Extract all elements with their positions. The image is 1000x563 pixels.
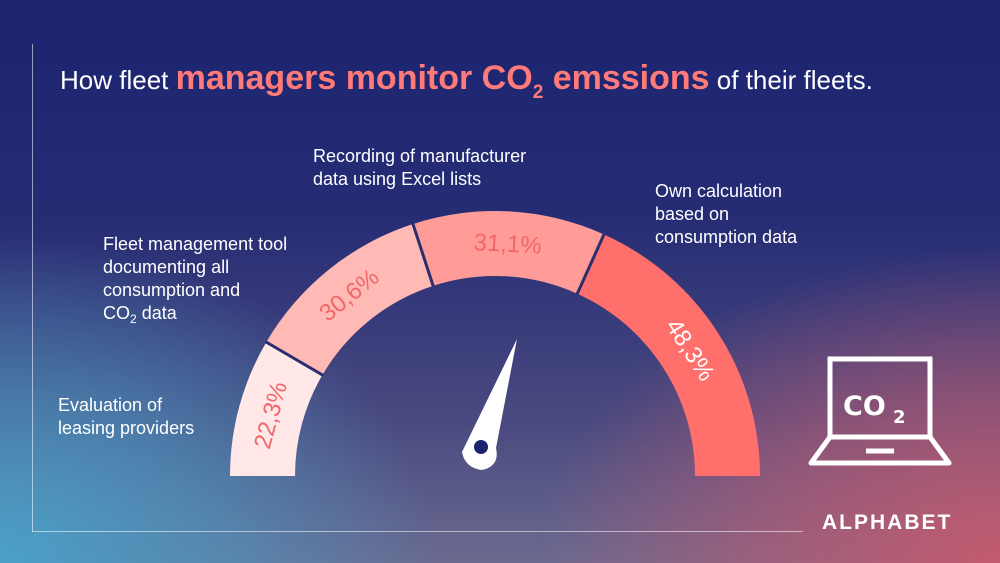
gauge-segment-divider	[264, 340, 325, 377]
left-divider	[32, 44, 33, 532]
gauge-segment-divider	[411, 222, 435, 288]
gauge-segments	[230, 210, 760, 476]
label-excel-lists: Recording of manufacturer data using Exc…	[313, 145, 526, 191]
gauge-value-label: 31,1%	[473, 229, 542, 260]
label-line: documenting all	[103, 257, 230, 277]
label-line: Fleet management tool	[103, 234, 288, 254]
gauge-segment	[266, 224, 434, 375]
alphabet-logo: ALPHABET	[822, 511, 953, 534]
label-line: CO2 data	[103, 302, 287, 325]
title-part2: of their fleets.	[709, 65, 873, 95]
title-part1: How fleet	[60, 65, 176, 95]
gauge-segment	[412, 210, 604, 294]
label-line: based on	[655, 204, 730, 224]
laptop-base	[808, 435, 952, 466]
laptop-screen	[827, 356, 933, 440]
label-line: consumption data	[655, 227, 798, 247]
laptop-co2-icon: CO 2	[808, 356, 952, 466]
title-highlight-text: managers monitor CO	[175, 59, 533, 97]
label-data-text: data	[136, 303, 177, 323]
label-fleet-management-tool: Fleet management tool documenting all co…	[103, 233, 287, 325]
title-highlight: managers monitor CO2 emssions	[175, 59, 710, 102]
label-line: Own calculation	[655, 181, 783, 201]
gauge-needle	[462, 339, 517, 470]
label-co-subscript: 2	[130, 312, 137, 326]
laptop-co-text: CO	[843, 391, 886, 422]
label-leasing-providers: Evaluation of leasing providers	[58, 394, 194, 440]
gauge-needle-pivot	[474, 440, 488, 454]
label-line: Recording of manufacturer	[313, 146, 527, 166]
label-co-text: CO	[103, 303, 130, 323]
bottom-divider	[32, 531, 803, 532]
label-own-calculation: Own calculation based on consumption dat…	[655, 180, 797, 249]
label-line: data using Excel lists	[313, 169, 482, 189]
page-title: How fleet managers monitor CO2 emssions …	[60, 58, 873, 102]
gauge-needle-body	[462, 339, 517, 470]
label-line: consumption and	[103, 280, 241, 300]
gauge-segment	[230, 342, 323, 476]
label-line: leasing providers	[58, 418, 195, 438]
title-highlight-end: emssions	[543, 59, 710, 97]
gauge-segment-divider	[575, 232, 606, 296]
title-highlight-subscript: 2	[532, 82, 544, 103]
laptop-co-subscript: 2	[893, 407, 906, 428]
gauge-segment	[577, 234, 760, 476]
label-line: Evaluation of	[58, 395, 163, 415]
